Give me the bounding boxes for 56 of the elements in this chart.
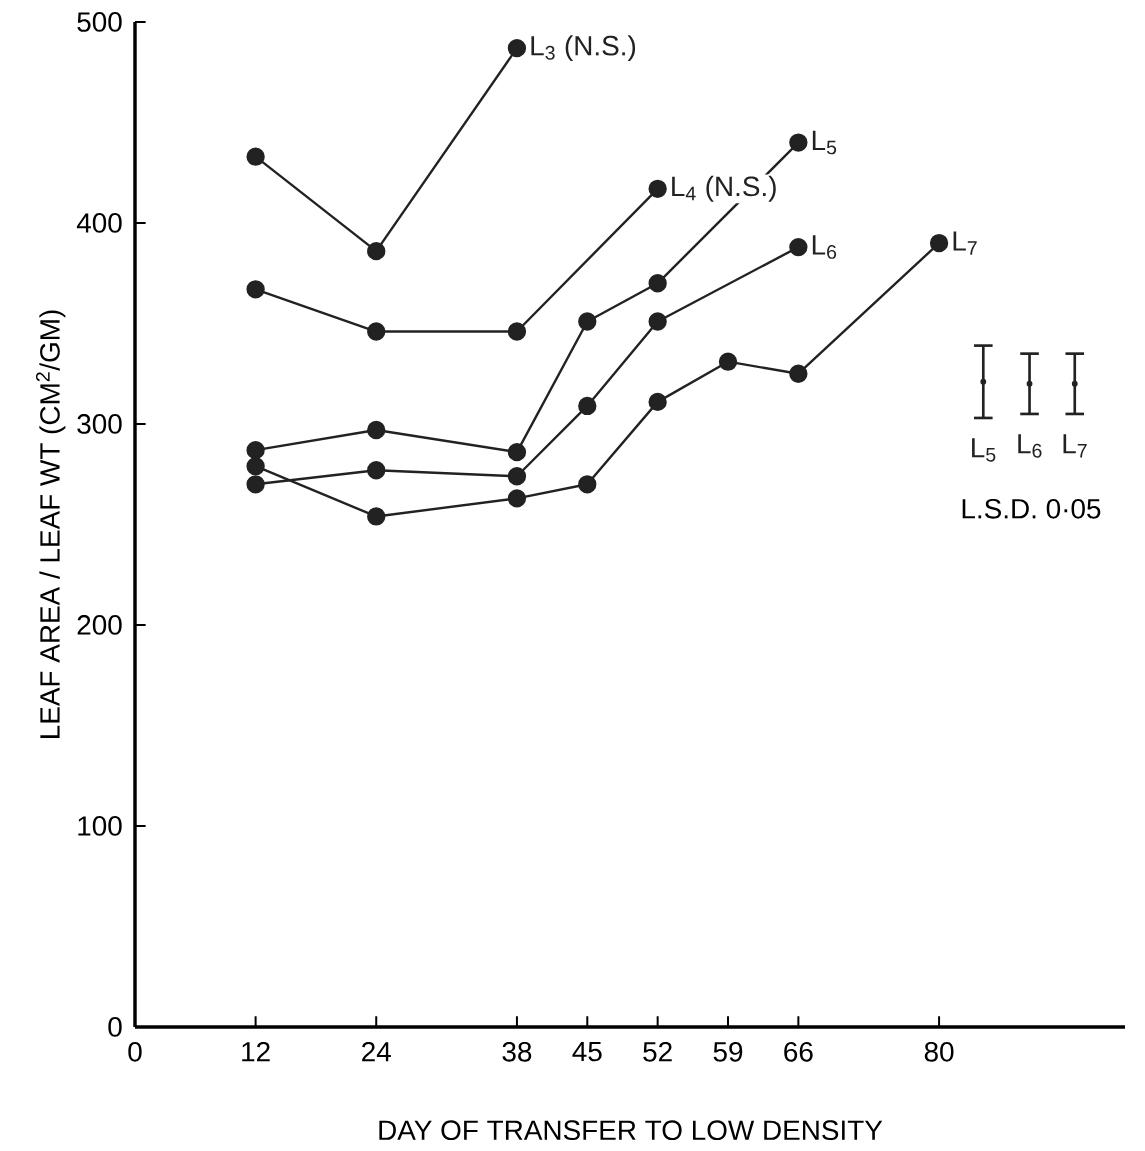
- point: [507, 467, 527, 486]
- series-label: L$_{6}$: [812, 235, 837, 259]
- point: [246, 457, 265, 476]
- series-label: L$_{7}$: [953, 231, 977, 255]
- y-tick-label: 100: [78, 816, 122, 836]
- point: [1026, 380, 1033, 387]
- point: [648, 392, 667, 412]
- x-tick-label: 0: [128, 1041, 142, 1062]
- point: [929, 233, 949, 253]
- y-tick-label: 400: [76, 213, 122, 233]
- y-axis-title: LEAF AREA / LEAF WT (CM$^{2}$/GM): [35, 310, 66, 738]
- x-tick-label: 66: [784, 1041, 813, 1062]
- point: [507, 489, 527, 508]
- point: [648, 312, 667, 331]
- series-label: L$_{3}$ (N.S.): [531, 35, 636, 62]
- annotation: L.S.D. 0·05: [962, 498, 1101, 519]
- x-tick-label: 38: [502, 1041, 532, 1062]
- y-tick-label: 200: [77, 615, 122, 635]
- point: [789, 364, 808, 383]
- point: [789, 133, 808, 152]
- point: [367, 461, 386, 480]
- point: [507, 322, 527, 341]
- series-label: L$_{5}$: [812, 130, 837, 155]
- point: [648, 274, 667, 293]
- point: [578, 396, 597, 416]
- y-tick-label: 0: [108, 1017, 122, 1037]
- x-tick-label: 52: [643, 1041, 672, 1062]
- point: [367, 507, 386, 526]
- x-axis-title: DAY OF TRANSFER TO LOW DENSITY: [379, 1120, 883, 1141]
- text: L$_{5}$: [972, 438, 996, 462]
- series-label: L$_{6}$: [1018, 434, 1042, 458]
- point: [367, 420, 386, 440]
- series-label: L$_{7}$: [1063, 434, 1087, 458]
- point: [718, 352, 738, 371]
- point: [789, 237, 808, 257]
- y-tick-label: 300: [77, 414, 122, 434]
- point: [246, 147, 265, 166]
- point: [980, 378, 987, 385]
- x-tick-label: 45: [572, 1041, 602, 1062]
- point: [367, 322, 386, 341]
- point: [246, 280, 265, 299]
- point: [578, 312, 597, 331]
- point: [1071, 380, 1078, 387]
- x-tick-label: 24: [362, 1041, 391, 1062]
- point: [246, 440, 265, 460]
- point: [246, 475, 265, 494]
- point: [648, 179, 667, 198]
- point: [367, 241, 386, 261]
- y-tick-label: 500: [77, 12, 122, 32]
- point: [578, 475, 597, 494]
- x-tick-label: 59: [713, 1041, 743, 1062]
- point: [507, 442, 527, 462]
- x-tick-label: 12: [242, 1041, 270, 1062]
- point: [507, 38, 527, 58]
- series-label: L$_{4}$ (N.S.): [672, 175, 776, 202]
- x-tick-label: 80: [924, 1041, 954, 1062]
